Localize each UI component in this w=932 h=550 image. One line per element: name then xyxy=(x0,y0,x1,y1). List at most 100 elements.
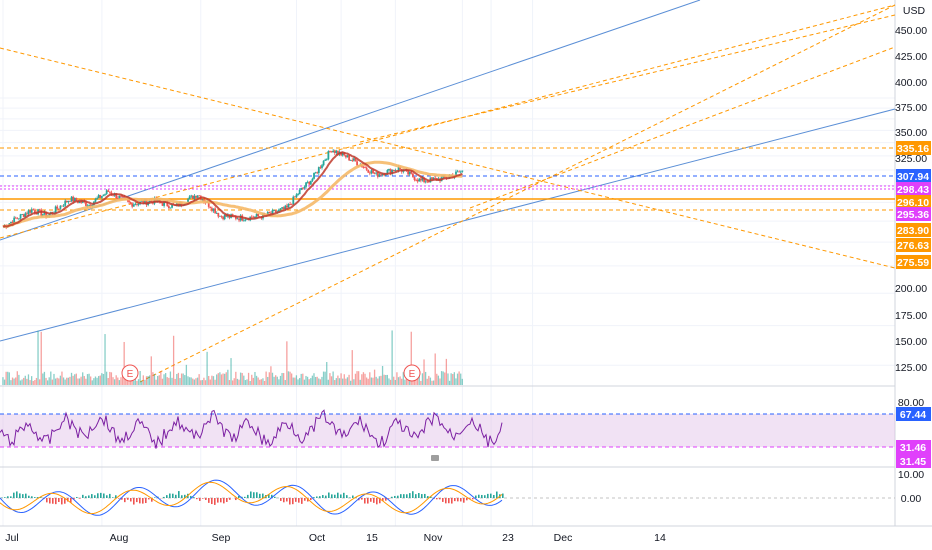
volume-bar xyxy=(214,379,216,385)
candle-body xyxy=(378,174,381,177)
histogram-bar xyxy=(463,498,465,503)
candle-body xyxy=(356,161,358,166)
histogram-bar xyxy=(262,493,264,498)
volume-bar xyxy=(314,376,317,385)
candle-body xyxy=(128,200,130,203)
volume-bar xyxy=(249,380,251,385)
volume-bar xyxy=(182,373,184,385)
histogram-bar xyxy=(37,497,39,498)
candle-body xyxy=(345,155,347,158)
histogram-bar xyxy=(337,492,339,498)
volume-bar xyxy=(329,373,331,385)
candle-body xyxy=(188,196,191,200)
volume-bar xyxy=(18,374,20,385)
volume-bar xyxy=(80,376,82,385)
candle-body xyxy=(19,214,22,219)
currency-label: USD xyxy=(903,5,926,17)
volume-bar xyxy=(59,375,62,385)
volume-bar xyxy=(88,373,90,385)
volume-bar xyxy=(287,371,290,385)
candle-body xyxy=(209,206,212,209)
histogram-bar xyxy=(67,498,69,502)
price-axis[interactable]: 125.00 150.00 175.00 200.00 375.00 400.00 425.… xyxy=(895,25,931,505)
volume-bar xyxy=(262,378,264,385)
histogram-bar xyxy=(343,492,345,498)
volume-bar xyxy=(350,380,352,385)
time-label: Jul xyxy=(5,532,18,544)
candle-body xyxy=(214,208,217,214)
volume-bar xyxy=(54,378,57,385)
candle-body xyxy=(413,176,416,180)
volume-bar xyxy=(316,376,318,385)
volume-bar xyxy=(82,372,84,385)
candle-body xyxy=(16,218,19,220)
price-tag-label: 335.16 xyxy=(897,143,929,155)
macd-line xyxy=(0,479,503,516)
histogram-bar xyxy=(247,494,249,498)
candle-body xyxy=(70,196,73,202)
histogram-bar xyxy=(484,495,486,498)
volume-bar xyxy=(29,380,31,385)
volume-bar xyxy=(109,371,111,385)
candle-body xyxy=(169,207,172,209)
candle-body xyxy=(195,195,197,198)
time-axis[interactable]: Jul Aug Sep Oct 15 Nov 23 Dec 14 xyxy=(5,532,666,544)
histogram-bar xyxy=(175,494,177,498)
histogram-bar xyxy=(439,498,441,500)
candle-body xyxy=(121,196,124,198)
volume-bar xyxy=(310,378,312,385)
candle-body xyxy=(306,181,309,183)
histogram-bar xyxy=(184,494,186,498)
histogram-bar xyxy=(394,495,396,498)
candle-body xyxy=(394,170,397,172)
candle-body xyxy=(32,209,35,211)
volume-bar xyxy=(252,377,255,385)
candle-body xyxy=(97,195,100,199)
candle-body xyxy=(225,214,228,217)
volume-bar xyxy=(35,377,38,385)
histogram-bar xyxy=(79,498,81,499)
candle-body xyxy=(136,204,138,205)
candle-body xyxy=(67,201,70,203)
volume-bar xyxy=(383,374,385,385)
volume-bar xyxy=(155,379,157,385)
candle-body xyxy=(107,190,110,192)
rsi-tag xyxy=(896,407,931,421)
volume-bar xyxy=(144,379,146,385)
histogram-bar xyxy=(367,498,369,504)
histogram-bar xyxy=(280,498,282,501)
volume-bars xyxy=(2,330,463,385)
trendline-drawings[interactable] xyxy=(0,0,896,383)
candle-body xyxy=(271,210,274,214)
candle-body xyxy=(287,203,290,208)
candle-body xyxy=(108,191,111,193)
volume-bar xyxy=(380,375,382,385)
histogram-bar xyxy=(118,498,120,499)
candle-body xyxy=(329,151,331,152)
time-label: 15 xyxy=(366,532,378,544)
candle-body xyxy=(380,174,382,176)
candle-body xyxy=(191,195,194,199)
volume-bar xyxy=(423,359,425,385)
volume-bar xyxy=(15,377,17,385)
candle-body xyxy=(254,216,256,218)
histogram-bar xyxy=(73,498,75,500)
candle-body xyxy=(163,202,165,206)
volume-bar xyxy=(444,372,446,385)
histogram-bar xyxy=(427,496,429,498)
volume-bar xyxy=(418,374,420,385)
volume-bar xyxy=(32,380,34,385)
histogram-bar xyxy=(361,498,363,500)
volume-bar xyxy=(290,373,293,385)
histogram-bar xyxy=(214,498,216,505)
volume-bar xyxy=(306,376,309,385)
volume-bar xyxy=(330,376,333,385)
volume-bar xyxy=(163,374,165,385)
histogram-bar xyxy=(196,498,198,500)
candle-body xyxy=(187,199,189,204)
volume-bar xyxy=(56,377,58,385)
volume-bar xyxy=(142,375,144,385)
volume-bar xyxy=(429,377,432,385)
